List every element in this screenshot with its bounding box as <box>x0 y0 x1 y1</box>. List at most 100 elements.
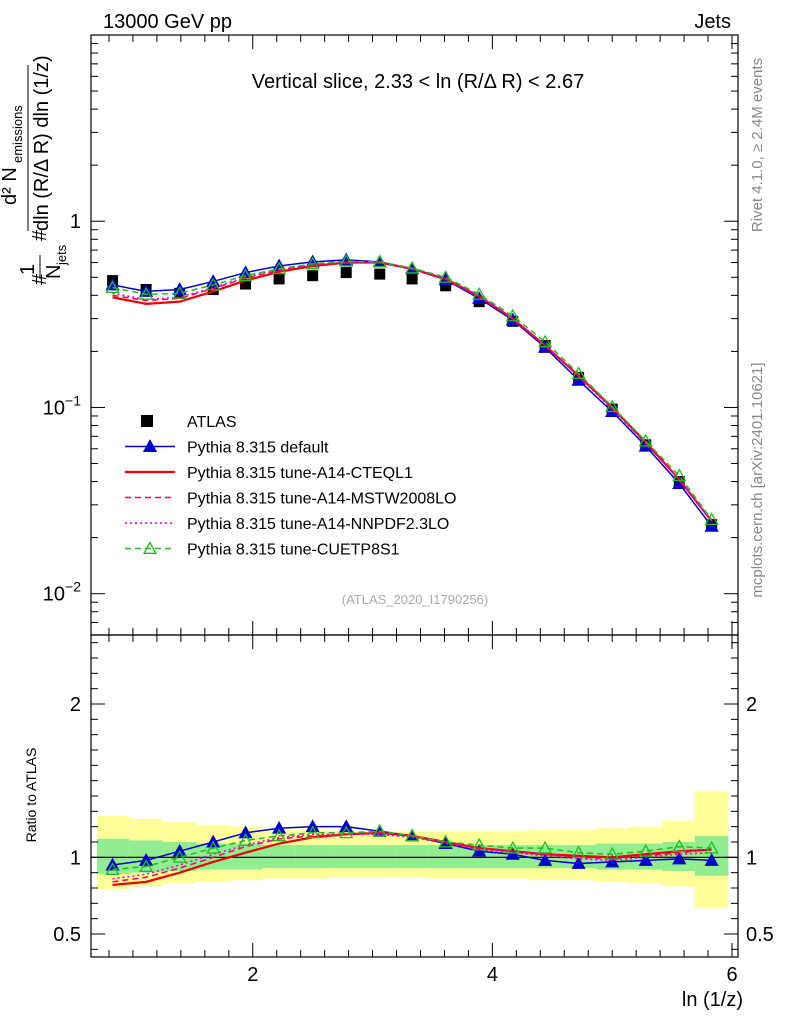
ratio-pythia-8-315-tune-cuetp8s1-point <box>105 862 120 876</box>
legend-pythia-8-315-tune-cuetp8s1-label: Pythia 8.315 tune-CUETP8S1 <box>187 542 400 559</box>
main-pythia-8-315-tune-cuetp8s1-point <box>339 253 354 267</box>
ratio-plot-area: 2 4 6 0.5 0.5 1 1 2 2 <box>53 634 774 986</box>
svg-text:d² N: d² N <box>0 167 21 205</box>
rivet-label: Rivet 4.1.0, ≥ 2.4M events <box>749 58 766 232</box>
main-pythia-8-315-tune-cuetp8s1-point <box>172 286 187 299</box>
svg-text:dln (R/Δ R) dln (1/z): dln (R/Δ R) dln (1/z) <box>31 55 53 231</box>
atlas-data-point <box>240 278 252 290</box>
ratio-pythia-8-315-tune-cuetp8s1-point <box>505 840 520 854</box>
ratio-stat-uncertainty-band <box>262 845 296 869</box>
svg-text:1: 1 <box>17 264 39 275</box>
svg-text:jets: jets <box>54 244 69 266</box>
ratio-pythia-8-315-default-point <box>605 854 620 868</box>
main-pythia-8-315-tune-cuetp8s1-point <box>704 512 719 526</box>
ratio-pythia-8-315-default-point <box>672 851 687 865</box>
ratio-pythia-8-315-default-point <box>537 853 553 866</box>
main-pythia-8-315-tune-cuetp8s1-point <box>505 308 520 322</box>
main-y-tick-label: 1 <box>70 211 81 233</box>
ratio-pythia-8-315-tune-cuetp8s1-point <box>704 840 719 854</box>
x-tick-label: 6 <box>726 964 737 986</box>
main-pythia-8-315-tune-cuetp8s1-point <box>272 261 287 275</box>
svg-text:#: # <box>29 229 51 241</box>
main-pythia-8-315-tune-cuetp8s1-point <box>638 433 653 447</box>
ratio-pythia-8-315-tune-cuetp8s1-point <box>438 834 453 848</box>
ratio-y-axis-label: Ratio to ATLAS <box>23 748 39 843</box>
x-tick-label: 4 <box>487 964 498 986</box>
ratio-pythia-8-315-default-point <box>638 853 653 866</box>
main-pythia-8-315-tune-cuetp8s1-point <box>404 260 420 274</box>
main-pythia-8-315-tune-cuetp8s1-point <box>105 280 120 294</box>
ratio-y-tick-label-right: 1 <box>746 847 757 869</box>
main-pythia-8-315-tune-cuetp8s1-point <box>305 256 320 270</box>
ratio-pythia-8-315-tune-cuetp8s1-point <box>139 859 154 872</box>
ratio-stat-uncertainty-band <box>395 845 429 869</box>
ratio-pythia-8-315-tune-a14-nnpdf2-3lo-line <box>112 833 712 880</box>
main-pythia-8-315-tune-cuetp8s1-line <box>112 260 713 521</box>
main-pythia-8-315-tune-cuetp8s1-point <box>206 277 221 291</box>
ratio-pythia-8-315-tune-cuetp8s1-point <box>172 849 187 863</box>
ratio-stat-uncertainty-band <box>329 845 363 869</box>
ratio-y-tick-label-right: 2 <box>746 694 757 716</box>
ratio-pythia-8-315-tune-cuetp8s1-point <box>272 828 287 842</box>
ratio-pythia-8-315-tune-cuetp8s1-point <box>372 823 387 837</box>
analysis-id: (ATLAS_2020_I1790256) <box>342 592 488 607</box>
ratio-stat-uncertainty-band <box>295 845 330 869</box>
main-pythia-8-315-tune-cuetp8s1-point <box>571 366 586 380</box>
main-pythia-8-315-tune-cuetp8s1-point <box>472 286 487 300</box>
legend-pythia-8-315-tune-a14-nnpdf2-3lo-label: Pythia 8.315 tune-A14-NNPDF2.3LO <box>187 516 449 533</box>
atlas-data-point <box>374 268 386 280</box>
ratio-stat-uncertainty-band <box>428 845 463 869</box>
x-axis-label: ln (1/z) <box>682 989 743 1011</box>
slice-title: Vertical slice, 2.33 < ln (R/Δ R) < 2.67 <box>252 71 584 93</box>
legend: ATLAS Pythia 8.315 default Pythia 8.315 tu… <box>125 414 456 559</box>
legend-pythia-8-315-default-marker <box>142 439 158 452</box>
ratio-y-tick-label-right: 0.5 <box>746 924 774 946</box>
mcplots-label: mcplots.cern.ch [arXiv:2401.10621] <box>749 362 766 597</box>
legend-pythia-8-315-tune-cuetp8s1-marker <box>142 541 158 554</box>
main-pythia-8-315-tune-cuetp8s1-point <box>537 334 553 348</box>
atlas-data-point <box>340 267 352 279</box>
energy-label: 13000 GeV pp <box>103 11 232 33</box>
main-y-axis-label: # 1 N jets # d² N emissions dln (R/Δ R) … <box>0 55 69 285</box>
ratio-stat-uncertainty-band <box>362 845 396 869</box>
legend-atlas-marker <box>141 415 153 427</box>
svg-text:emissions: emissions <box>10 105 25 163</box>
ratio-pythia-8-315-tune-cuetp8s1-point <box>238 833 253 846</box>
svg-text:N: N <box>43 265 65 279</box>
ratio-pythia-8-315-tune-cuetp8s1-point <box>537 840 553 854</box>
ratio-pythia-8-315-tune-cuetp8s1-point <box>638 843 653 857</box>
ratio-y-tick-label: 1 <box>70 847 81 869</box>
atlas-data-point <box>440 280 452 292</box>
ratio-pythia-8-315-default-point <box>704 853 719 866</box>
ratio-pythia-8-315-tune-cuetp8s1-point <box>339 825 354 839</box>
ratio-y-tick-label: 0.5 <box>53 924 81 946</box>
main-pythia-8-315-tune-cuetp8s1-point <box>438 269 453 283</box>
ratio-pythia-8-315-tune-cuetp8s1-line <box>112 830 712 871</box>
legend-pythia-8-315-tune-a14-mstw2008lo-label: Pythia 8.315 tune-A14-MSTW2008LO <box>187 491 456 508</box>
atlas-data-point <box>406 273 418 285</box>
main-pythia-8-315-tune-cuetp8s1-point <box>139 286 154 300</box>
main-pythia-8-315-tune-cuetp8s1-point <box>672 468 687 482</box>
ratio-pythia-8-315-default-point <box>272 820 287 834</box>
main-pythia-8-315-tune-cuetp8s1-point <box>238 268 253 282</box>
legend-pythia-8-315-tune-a14-cteql1-label: Pythia 8.315 tune-A14-CTEQL1 <box>187 465 413 482</box>
ratio-pythia-8-315-tune-cuetp8s1-point <box>206 840 221 854</box>
ratio-pythia-8-315-default-point <box>238 825 253 839</box>
ratio-pythia-8-315-tune-cuetp8s1-point <box>605 846 620 860</box>
ratio-y-tick-label: 2 <box>70 694 81 716</box>
atlas-data-point <box>307 270 319 282</box>
x-tick-label: 2 <box>247 964 258 986</box>
main-pythia-8-315-tune-cuetp8s1-point <box>372 254 387 268</box>
legend-atlas-label: ATLAS <box>187 414 237 431</box>
ratio-pythia-8-315-tune-cuetp8s1-point <box>571 845 586 859</box>
main-pythia-8-315-default-point <box>704 518 719 532</box>
ratio-pythia-8-315-tune-cuetp8s1-point <box>472 837 487 851</box>
main-plot-area: 10−210−11 <box>43 34 739 636</box>
ratio-pythia-8-315-tune-cuetp8s1-point <box>404 828 420 842</box>
main-pythia-8-315-tune-cuetp8s1-point <box>605 399 620 413</box>
ratio-pythia-8-315-tune-cuetp8s1-point <box>305 825 320 839</box>
ratio-pythia-8-315-tune-cuetp8s1-point <box>672 839 687 853</box>
process-label: Jets <box>694 11 731 33</box>
atlas-data-point <box>273 273 285 285</box>
